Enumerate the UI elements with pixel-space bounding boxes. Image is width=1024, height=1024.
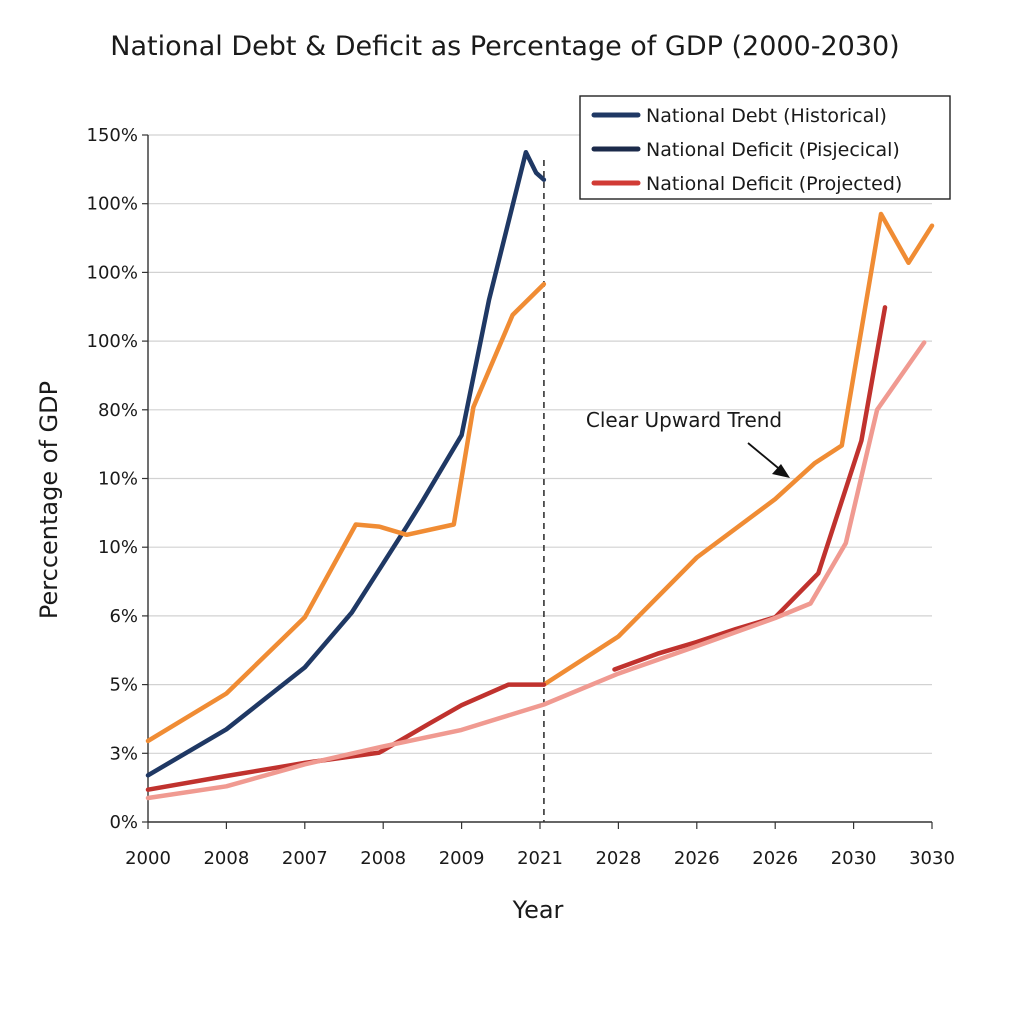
y-axis-ticks: 0% 3% 5% 6% 10% 10% 80% 100% 100% 100% 150% — [87, 125, 148, 833]
x-tick-label: 2026 — [674, 848, 720, 869]
series-line-1 — [145, 211, 935, 744]
x-tick-label: 2028 — [595, 848, 641, 869]
x-tick-label: 2007 — [282, 848, 328, 869]
y-tick-label: 80% — [98, 400, 138, 421]
legend-box — [579, 95, 951, 200]
x-tick-label: 3030 — [909, 848, 955, 869]
x-tick-label: 2021 — [517, 848, 563, 869]
y-axis-title: Perccentage of GDP — [35, 381, 63, 619]
legend-label: National Deficit (Pisjecical) — [646, 139, 900, 161]
x-axis-title: Year — [512, 896, 564, 924]
y-tick-label: 10% — [98, 537, 138, 558]
x-tick-label: 2008 — [203, 848, 249, 869]
legend: National Debt (Historical) National Defic… — [579, 95, 951, 200]
x-tick-label: 2008 — [360, 848, 406, 869]
annotation-text: Clear Upward Trend — [586, 408, 782, 432]
y-tick-label: 10% — [98, 469, 138, 490]
y-tick-label: 100% — [87, 194, 138, 215]
y-tick-label: 100% — [87, 262, 138, 283]
x-tick-label: 2000 — [125, 848, 171, 869]
series-line-2 — [145, 682, 547, 792]
y-tick-label: 150% — [87, 125, 138, 146]
x-tick-label: 2030 — [831, 848, 877, 869]
y-tick-label: 3% — [109, 743, 138, 764]
y-tick-label: 6% — [109, 606, 138, 627]
y-tick-label: 5% — [109, 675, 138, 696]
series-line-0 — [145, 149, 547, 778]
gridlines — [148, 134, 932, 754]
x-axis-ticks: 2000 2008 2007 2008 2009 2021 2028 2026 2026 2030… — [125, 822, 955, 869]
annotation-arrowhead — [772, 464, 790, 478]
y-tick-label: 100% — [87, 331, 138, 352]
annotation-arrow — [747, 442, 784, 473]
series-line-3 — [612, 305, 888, 672]
x-tick-label: 2009 — [439, 848, 485, 869]
series-line-4 — [145, 340, 927, 801]
x-tick-label: 2026 — [752, 848, 798, 869]
trend-annotation: Clear Upward Trend — [586, 408, 790, 478]
chart-title: National Debt & Deficit as Percentage of… — [110, 31, 899, 62]
legend-label: National Debt (Historical) — [646, 105, 887, 127]
legend-label: National Deficit (Projected) — [646, 173, 902, 195]
series-lines — [145, 149, 935, 801]
y-tick-label: 0% — [109, 812, 138, 833]
